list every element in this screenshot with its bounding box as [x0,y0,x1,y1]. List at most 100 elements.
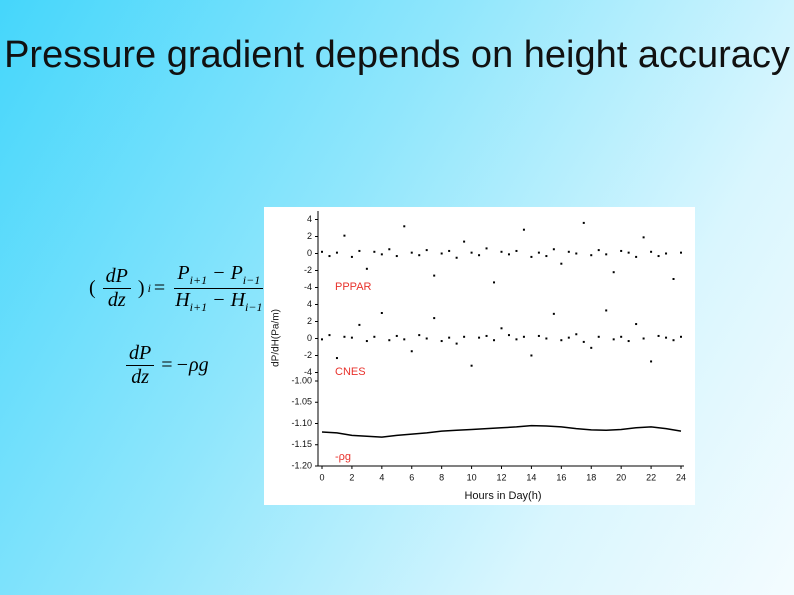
point [485,334,488,337]
point [552,248,555,251]
point [567,250,570,253]
point [410,350,413,353]
point [530,255,533,258]
eq-text: H [175,289,190,311]
point [522,335,525,338]
point [575,333,578,336]
point [433,274,436,277]
point [627,340,630,343]
y-tick-label: -1.05 [291,397,312,407]
point [642,236,645,239]
point [425,337,428,340]
x-tick-label: 24 [676,472,686,482]
point [515,249,518,252]
point [620,249,623,252]
point [448,336,451,339]
point [657,334,660,337]
point [403,338,406,341]
point [455,342,458,345]
point [590,254,593,257]
point [395,334,398,337]
point [560,339,563,342]
point [672,339,675,342]
point [365,340,368,343]
x-tick-label: 12 [496,472,506,482]
point [507,253,510,256]
point [500,250,503,253]
y-tick-label: -1.15 [291,439,312,449]
line [321,424,682,438]
point [537,251,540,254]
point [343,234,346,237]
point [642,337,645,340]
y-tick-label: -1.00 [291,375,312,385]
x-tick-label: 2 [349,472,354,482]
point [552,312,555,315]
x-tick-label: 16 [556,472,566,482]
chart-frame [264,207,695,505]
point [455,256,458,259]
point [388,248,391,251]
y-tick-label: 4 [307,299,312,309]
x-tick-label: 10 [467,472,477,482]
point [418,334,421,337]
point [358,323,361,326]
x-tick-label: 6 [409,472,414,482]
y-tick-label: -1.10 [291,418,312,428]
point [335,251,338,254]
point [433,317,436,320]
point [612,338,615,341]
eq-text: − H [212,289,246,311]
x-tick-label: 20 [616,472,626,482]
point [635,255,638,258]
y-tick-label: 0 [307,333,312,343]
eq-text: P [177,262,190,284]
y-tick-label: 2 [307,316,312,326]
point [680,335,682,338]
point [665,336,668,339]
panel-label: -ρg [335,451,351,463]
point [410,251,413,254]
x-tick-label: 4 [379,472,384,482]
point [388,339,391,342]
x-tick-label: 14 [526,472,536,482]
eq-text: dP [102,265,131,289]
x-tick-label: 0 [319,472,324,482]
point [627,251,630,254]
y-tick-label: 4 [307,214,312,224]
point [522,228,525,231]
eq-text: i+1 [189,300,208,314]
point [612,271,615,274]
point [485,247,488,250]
point [507,334,510,337]
panel-label: PPPAR [335,281,372,293]
point [358,249,361,252]
point [560,262,563,265]
fraction: dP dz [126,342,155,389]
point [575,252,578,255]
point [380,253,383,256]
point [500,327,503,330]
point [680,251,682,254]
y-tick-label: -2 [304,265,312,275]
point [582,221,585,224]
point [650,360,653,363]
point [350,255,353,258]
point [478,336,481,339]
x-tick-label: 22 [646,472,656,482]
point [463,240,466,243]
point [590,346,593,349]
slide-title: Pressure gradient depends on height accu… [4,34,790,76]
point [493,281,496,284]
point [365,267,368,270]
point [425,249,428,252]
y-tick-label: -4 [304,282,312,292]
point [597,249,600,252]
eq-text: i+1 [189,273,208,287]
eq-text: dz [107,289,126,311]
point [605,309,608,312]
point [373,335,376,338]
point [373,250,376,253]
point [380,312,383,314]
